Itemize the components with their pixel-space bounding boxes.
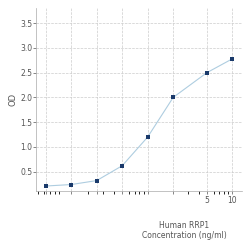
X-axis label: Human RRP1
Concentration (ng/ml): Human RRP1 Concentration (ng/ml) [142,221,226,240]
Point [230,57,234,61]
Point [44,184,48,188]
Y-axis label: OD: OD [8,93,17,106]
Point [95,178,99,182]
Point [205,71,209,75]
Point [120,164,124,168]
Point [146,135,150,139]
Point [69,182,73,186]
Point [171,96,175,100]
